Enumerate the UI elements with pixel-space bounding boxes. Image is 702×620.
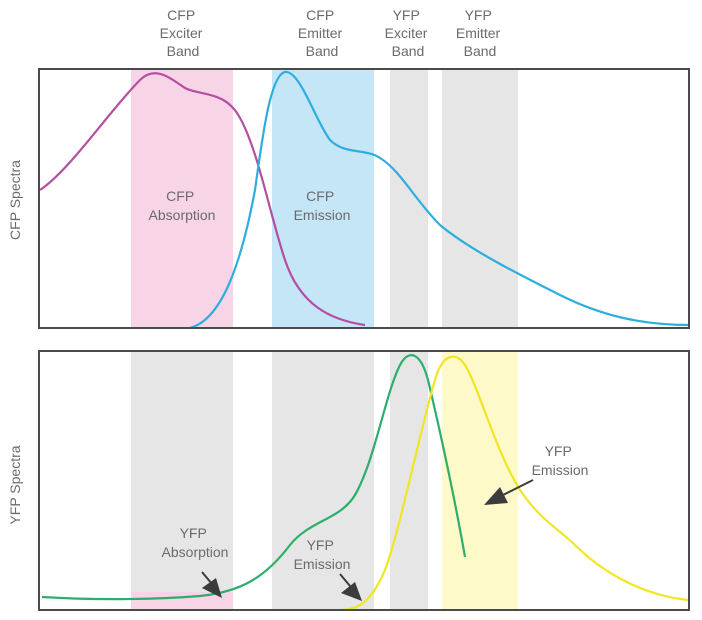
cfp-spectra-axis-label: CFP Spectra	[7, 160, 23, 240]
cfp-absorption-curve	[39, 72, 366, 327]
cfp-exciter-band-label: CFP Exciter Band	[160, 7, 207, 59]
yfp-absorption-label: YFP Absorption	[162, 525, 229, 560]
yfp-emitter-band-top	[442, 70, 518, 327]
yfp-emitter-band-label: YFP Emitter Band	[456, 7, 504, 59]
cfp-emitter-band-label: CFP Emitter Band	[298, 7, 346, 59]
yfp-spectra-axis-label: YFP Spectra	[7, 445, 23, 524]
yfp-absorption-fill	[131, 592, 233, 609]
yfp-emission-curve	[339, 355, 689, 612]
yfp-absorption-curve	[41, 354, 467, 601]
arrow-yfp-absorption	[201, 571, 222, 598]
yfp-panel-frame	[38, 350, 690, 611]
arrow-yfp-emission-right	[484, 479, 534, 505]
yfp-emitter-band-bottom	[442, 352, 518, 609]
cfp-emission-label: CFP Emission	[294, 188, 351, 223]
cfp-absorption-label: CFP Absorption	[149, 188, 216, 223]
cfp-exciter-band	[131, 70, 233, 327]
cfp-emitter-band-bottom	[272, 352, 374, 609]
cfp-emission-curve	[189, 70, 691, 330]
yfp-exciter-band-label: YFP Exciter Band	[385, 7, 432, 59]
yfp-exciter-band-top	[390, 70, 428, 327]
cfp-panel-frame	[38, 68, 690, 329]
yfp-panel: YFP Absorption YFP Emission YFP Emission…	[7, 350, 690, 612]
cfp-exciter-band-bottom	[131, 352, 233, 609]
band-labels: CFP Exciter Band CFP Emitter Band YFP Ex…	[160, 7, 504, 59]
yfp-emission-right-label: YFP Emission	[532, 443, 589, 478]
cfp-emitter-band	[272, 70, 374, 327]
cfp-panel: CFP Absorption CFP Emission CFP Spectra	[7, 68, 691, 330]
yfp-emission-left-label: YFP Emission	[294, 537, 351, 572]
arrow-yfp-emission-left	[339, 573, 362, 601]
